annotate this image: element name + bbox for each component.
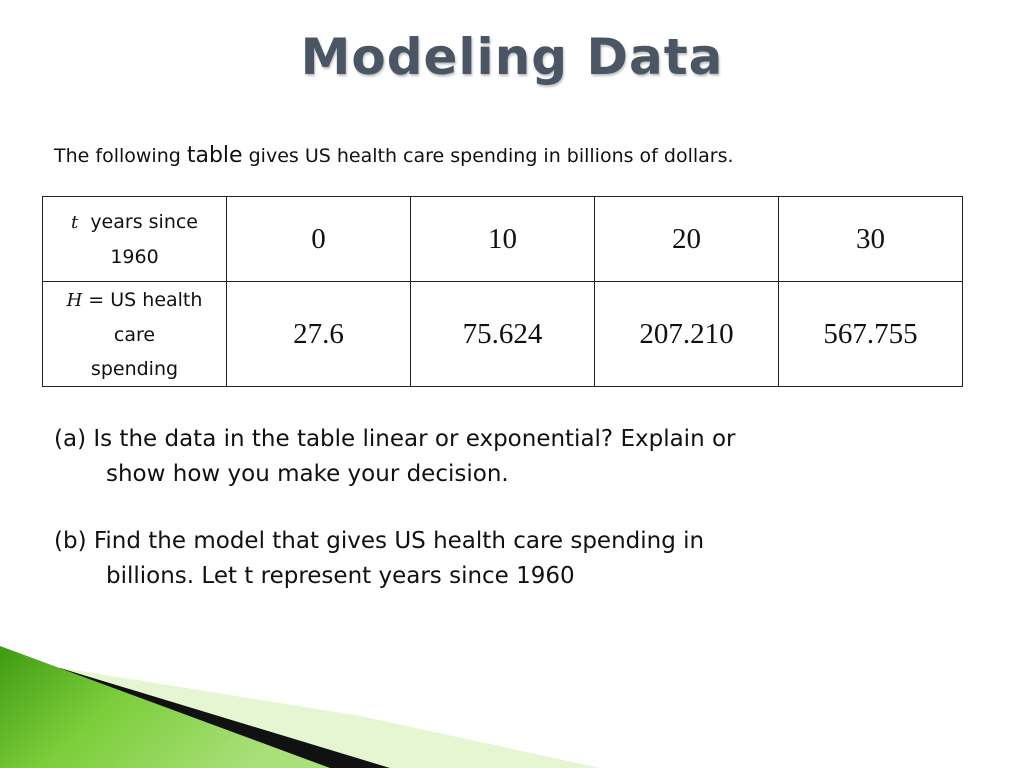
var-h: H bbox=[66, 289, 83, 311]
table-cell-h0: 27.6 bbox=[226, 281, 411, 387]
years-label-line2: 1960 bbox=[110, 245, 159, 268]
table-cell-h1: 75.624 bbox=[410, 281, 595, 387]
data-table: t years since 1960 0 10 20 30 H = US hea… bbox=[42, 196, 963, 387]
table-cell-h2: 207.210 bbox=[594, 281, 779, 387]
table-cell-t0: 0 bbox=[226, 196, 411, 282]
question-a: (a) Is the data in the table linear or e… bbox=[54, 422, 736, 492]
intro-table-word: table bbox=[186, 143, 243, 168]
years-label-line1: years since bbox=[90, 210, 198, 233]
table-cell-t3: 30 bbox=[778, 196, 963, 282]
question-a-line1: (a) Is the data in the table linear or e… bbox=[54, 426, 736, 452]
question-a-line2: show how you make your decision. bbox=[106, 461, 509, 487]
var-t: t bbox=[70, 211, 79, 233]
green-corner-decoration bbox=[0, 646, 600, 768]
slide-title: Modeling Data bbox=[300, 28, 724, 86]
green-wedge bbox=[0, 646, 330, 768]
question-b-line1: (b) Find the model that gives US health … bbox=[54, 528, 705, 554]
spending-label-line1: = US health bbox=[82, 288, 203, 311]
table-cell-h3: 567.755 bbox=[778, 281, 963, 387]
table-row-spending: H = US health care spending 27.6 75.624 … bbox=[42, 281, 963, 387]
row-header-spending: H = US health care spending bbox=[42, 281, 227, 387]
question-b: (b) Find the model that gives US health … bbox=[54, 524, 704, 594]
spending-label-line2: care bbox=[113, 323, 156, 346]
intro-after: gives US health care spending in billion… bbox=[248, 145, 734, 167]
spending-label-line3: spending bbox=[90, 357, 179, 380]
table-cell-t1: 10 bbox=[410, 196, 595, 282]
table-row-years: t years since 1960 0 10 20 30 bbox=[42, 196, 963, 282]
intro-text: The following table gives US health care… bbox=[54, 143, 734, 168]
intro-before: The following bbox=[54, 145, 181, 167]
table-cell-t2: 20 bbox=[594, 196, 779, 282]
question-b-line2: billions. Let t represent years since 19… bbox=[106, 563, 575, 589]
row-header-years: t years since 1960 bbox=[42, 196, 227, 282]
